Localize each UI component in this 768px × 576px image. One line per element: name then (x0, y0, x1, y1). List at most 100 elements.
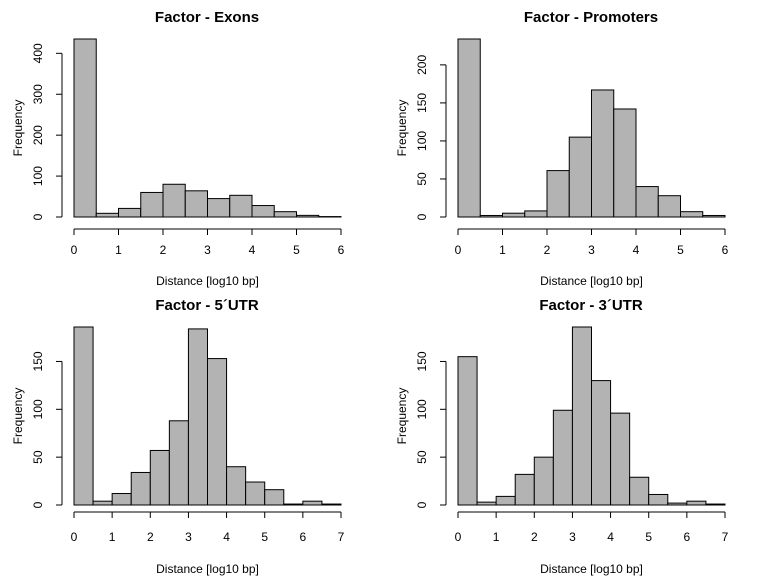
histogram-bar (140, 191, 164, 218)
histogram-bar (591, 89, 615, 218)
histogram-bar (73, 326, 94, 506)
histogram-bar (533, 456, 554, 506)
y-tick-label: 100 (31, 166, 45, 186)
histogram-bar (457, 356, 478, 506)
x-axis-label: Distance [log10 bp] (156, 562, 259, 576)
histogram-bar (702, 214, 726, 218)
histogram-bar (476, 501, 497, 506)
histogram-bar (495, 495, 516, 506)
x-tick-label: 5 (645, 530, 652, 544)
x-tick-label: 0 (71, 530, 78, 544)
x-tick-label: 4 (607, 530, 614, 544)
histogram-bar (226, 466, 247, 506)
y-tick-label: 100 (415, 399, 429, 419)
histogram-bar (207, 198, 231, 218)
y-axis-label: Frequency (395, 100, 409, 157)
histogram-bar (162, 183, 186, 218)
histogram-bar (667, 502, 688, 506)
x-tick-label: 1 (109, 530, 116, 544)
x-tick-label: 4 (223, 530, 230, 544)
histogram-bar (657, 195, 681, 218)
histogram-bar (613, 108, 637, 218)
histogram-bar (648, 493, 669, 506)
x-tick-label: 2 (147, 530, 154, 544)
x-tick-label: 5 (261, 530, 268, 544)
x-tick-label: 5 (293, 243, 300, 257)
histogram-bar (629, 476, 650, 506)
histogram-bar (524, 210, 548, 218)
y-axis-label: Frequency (11, 388, 25, 445)
y-tick-label: 150 (31, 351, 45, 371)
histogram-panel-4: Factor - 3´UTR 0 1 2 3 4 5 6 7 Distance [log10 bp… (395, 297, 729, 576)
x-tick-label: 6 (684, 530, 691, 544)
histogram-bar (111, 493, 132, 506)
x-tick-label: 1 (493, 530, 500, 544)
y-tick-label: 200 (415, 55, 429, 75)
y-tick-label: 150 (415, 93, 429, 113)
histogram-bar (686, 500, 707, 506)
histogram-bar (302, 500, 323, 506)
y-tick-label: 50 (415, 172, 429, 186)
histogram-bar (571, 326, 593, 506)
y-tick-label: 0 (31, 501, 45, 508)
x-tick-label: 5 (677, 243, 684, 257)
y-tick-label: 300 (31, 84, 45, 104)
x-axis-label: Distance [log10 bp] (156, 274, 259, 288)
histogram-bar (705, 503, 726, 506)
panel-title: Factor - Exons (155, 9, 259, 26)
histogram-bar (149, 449, 170, 506)
x-axis-label: Distance [log10 bp] (540, 274, 643, 288)
x-tick-label: 7 (338, 530, 345, 544)
y-tick-label: 50 (31, 450, 45, 464)
histogram-bar (168, 420, 189, 506)
histogram-bar (552, 409, 573, 506)
histogram-bar (273, 211, 297, 218)
histogram-bar (207, 358, 228, 506)
y-axis-label: Frequency (11, 100, 25, 157)
histogram-bar (502, 212, 526, 218)
y-tick-label: 0 (415, 213, 429, 220)
histogram-bar (296, 214, 320, 218)
x-tick-label: 3 (185, 530, 192, 544)
histogram-bar (184, 190, 208, 218)
histogram-bar (245, 481, 266, 506)
x-tick-label: 0 (455, 243, 462, 257)
panel-title: Factor - 5´UTR (155, 297, 259, 314)
histogram-panel-3: Factor - 5´UTR 0 1 2 3 4 5 6 7 Distance [log10 bp… (11, 297, 345, 576)
histogram-bar (680, 211, 704, 218)
x-tick-label: 3 (588, 243, 595, 257)
histogram-bar (457, 38, 481, 218)
histogram-bar (187, 328, 209, 506)
x-tick-label: 1 (115, 243, 122, 257)
y-tick-label: 50 (415, 450, 429, 464)
histogram-bar (264, 489, 285, 506)
x-tick-label: 7 (722, 530, 729, 544)
histogram-bar (229, 194, 253, 218)
histogram-panel-2: Factor - Promoters 0 1 2 3 4 5 6 Distance [log10… (395, 9, 729, 288)
x-tick-label: 4 (633, 243, 640, 257)
x-tick-label: 0 (455, 530, 462, 544)
histogram-bar (283, 503, 304, 506)
histogram-bar (479, 214, 503, 218)
x-tick-label: 6 (300, 530, 307, 544)
x-axis-label: Distance [log10 bp] (540, 562, 643, 576)
panel-title: Factor - 3´UTR (539, 297, 643, 314)
histogram-bar (118, 207, 142, 218)
x-tick-label: 6 (338, 243, 345, 257)
panel-title: Factor - Promoters (524, 9, 658, 26)
y-axis-label: Frequency (395, 388, 409, 445)
histogram-bar (321, 503, 342, 506)
histogram-panel-1: Factor - Exons 0 1 2 3 4 5 6 Distance [log10 bp]… (11, 9, 345, 288)
y-tick-label: 100 (415, 131, 429, 151)
y-tick-label: 0 (31, 213, 45, 220)
histogram-bar (591, 380, 612, 506)
histogram-bar (610, 412, 631, 506)
x-tick-label: 0 (71, 243, 78, 257)
y-tick-label: 0 (415, 501, 429, 508)
histogram-bar (514, 473, 535, 506)
histogram-bar (95, 212, 119, 218)
y-tick-label: 200 (31, 125, 45, 145)
x-tick-label: 3 (569, 530, 576, 544)
